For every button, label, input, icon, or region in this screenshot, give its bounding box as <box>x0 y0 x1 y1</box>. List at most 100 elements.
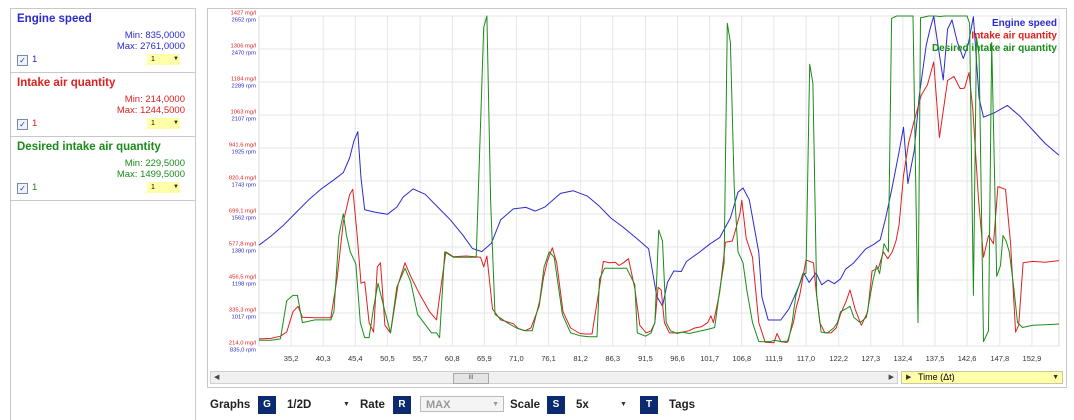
y-tick-label-rpm: 2470 rpm <box>232 51 257 57</box>
x-tick-label: 152,9 <box>1023 354 1042 363</box>
scale-value[interactable]: 5x <box>576 399 589 411</box>
y-tick-label-mg: 214,0 mg/l <box>229 341 256 347</box>
signal-version: 1 <box>32 54 38 65</box>
y-tick-label-mg: 820,4 mg/l <box>229 176 256 182</box>
signal-visible-checkbox[interactable]: ✓ <box>17 183 28 194</box>
signal-axis-select[interactable]: 1 ▼ <box>147 54 180 65</box>
series-line-2 <box>259 15 1060 343</box>
y-tick-label-mg: 456,5 mg/l <box>229 275 256 281</box>
y-tick-label-rpm: 835,0 rpm <box>230 348 256 354</box>
x-axis-labels: 35,2 40,3 45,4 50,5 55,7 60,8 65,9 71,0 76,1 81,2… <box>284 354 1042 363</box>
signal-axis-select[interactable]: 1 ▼ <box>147 182 180 193</box>
x-tick-label: 122,2 <box>829 354 848 363</box>
x-tick-label: 117,0 <box>797 354 815 363</box>
x-tick-label: 142,6 <box>958 354 977 363</box>
x-tick-label: 81,2 <box>573 354 588 363</box>
y-tick-label-mg: 1306 mg/l <box>231 44 256 50</box>
x-tick-label: 96,6 <box>670 354 685 363</box>
x-tick-label: 60,8 <box>445 354 460 363</box>
x-tick-label: 127,3 <box>861 354 880 363</box>
signal-version: 1 <box>32 118 38 129</box>
signal-name: Desired intake air quantity <box>17 141 161 153</box>
x-tick-label: 106,8 <box>732 354 751 363</box>
bottom-toolbar: Graphs G 1/2D ▼ Rate R MAX ▼ Scale S 5x ▼… <box>210 395 1070 415</box>
signal-axis-select[interactable]: 1 ▼ <box>147 118 180 129</box>
signal-visible-checkbox[interactable]: ✓ <box>17 119 28 130</box>
signal-version: 1 <box>32 182 38 193</box>
signal-min: Min: 229,5000 <box>124 158 185 169</box>
rate-key-button[interactable]: R <box>393 396 411 414</box>
y-tick-label-rpm: 2289 rpm <box>232 84 257 90</box>
chevron-down-icon: ▼ <box>492 401 499 408</box>
signal-entry-engine-speed: Engine speed Min: 835,0000 Max: 2761,000… <box>11 9 195 73</box>
chevron-down-icon[interactable]: ▼ <box>620 401 627 408</box>
signal-name: Intake air quantity <box>17 77 116 89</box>
x-tick-label: 147,8 <box>990 354 1009 363</box>
y-tick-label-rpm: 1743 rpm <box>232 183 257 189</box>
signal-min: Min: 835,0000 <box>124 30 185 41</box>
scrollbar-thumb[interactable]: III <box>453 373 489 384</box>
signal-max: Max: 2761,0000 <box>116 41 185 52</box>
graphs-label: Graphs <box>210 399 251 411</box>
signal-axis-value: 1 <box>151 184 155 191</box>
y-tick-label-rpm: 2652 rpm <box>232 18 257 24</box>
x-tick-label: 91,5 <box>638 354 653 363</box>
tags-label[interactable]: Tags <box>669 399 695 411</box>
y-tick-label-mg: 1427 mg/l <box>231 11 256 17</box>
horizontal-scrollbar[interactable]: ◀ III ▶ <box>210 371 898 384</box>
legend-entry: Desired intake air quantity <box>932 43 1057 54</box>
y-tick-label-mg: 1184 mg/l <box>231 77 256 83</box>
rate-value: MAX <box>426 399 451 411</box>
x-tick-label: 137,5 <box>926 354 945 363</box>
signal-list-panel: Engine speed Min: 835,0000 Max: 2761,000… <box>10 8 196 420</box>
chevron-down-icon: ▼ <box>173 56 179 62</box>
y-tick-label-rpm: 1925 rpm <box>232 150 257 156</box>
y-tick-label-rpm: 2107 rpm <box>232 117 257 123</box>
scale-key-button[interactable]: S <box>547 396 565 414</box>
x-axis-selector[interactable]: ▶ Time (Δt) ▼ <box>901 371 1063 384</box>
tags-key-button[interactable]: T <box>640 396 658 414</box>
y-tick-label-rpm: 1380 rpm <box>232 249 257 255</box>
legend-entry: Engine speed <box>992 18 1057 29</box>
series-line-0 <box>258 15 1060 321</box>
chart-frame: 1427 mg/l 2652 rpm 1306 mg/l 2470 rpm 1184 m… <box>207 8 1067 388</box>
chevron-down-icon: ▼ <box>1052 374 1059 381</box>
triangle-right-icon: ▶ <box>906 374 912 381</box>
signal-name: Engine speed <box>17 13 92 25</box>
scroll-left-icon[interactable]: ◀ <box>214 374 220 381</box>
chevron-down-icon: ▼ <box>173 184 179 190</box>
signal-axis-value: 1 <box>151 120 155 127</box>
graphs-key-button[interactable]: G <box>258 396 276 414</box>
x-tick-label: 50,5 <box>380 354 395 363</box>
chevron-down-icon[interactable]: ▼ <box>343 401 350 408</box>
x-tick-label: 65,9 <box>477 354 492 363</box>
signal-entry-desired-intake-air: Desired intake air quantity Min: 229,500… <box>11 137 195 201</box>
x-tick-label: 111,9 <box>765 354 783 363</box>
x-tick-label: 71,0 <box>509 354 524 363</box>
legend-entry: Intake air quantity <box>971 31 1057 42</box>
signal-visible-checkbox[interactable]: ✓ <box>17 55 28 66</box>
x-tick-label: 86,3 <box>605 354 620 363</box>
x-tick-label: 55,7 <box>413 354 428 363</box>
rate-select[interactable]: MAX ▼ <box>420 396 504 412</box>
x-tick-label: 45,4 <box>348 354 363 363</box>
signal-min: Min: 214,0000 <box>124 94 185 105</box>
scroll-right-icon[interactable]: ▶ <box>888 374 894 381</box>
signal-entry-intake-air: Intake air quantity Min: 214,0000 Max: 1… <box>11 73 195 137</box>
x-tick-label: 132,4 <box>894 354 913 363</box>
y-tick-label-mg: 941,6 mg/l <box>229 143 256 149</box>
y-tick-label-mg: 1063 mg/l <box>231 110 256 116</box>
x-tick-label: 76,1 <box>541 354 556 363</box>
y-tick-label-rpm: 1017 rpm <box>232 315 257 321</box>
rate-label: Rate <box>360 399 385 411</box>
x-tick-label: 40,3 <box>316 354 331 363</box>
y-tick-label-mg: 577,8 mg/l <box>229 242 256 248</box>
graphs-value[interactable]: 1/2D <box>287 399 312 411</box>
signal-max: Max: 1499,5000 <box>116 169 185 180</box>
y-tick-label-mg: 699,1 mg/l <box>229 209 256 215</box>
signal-max: Max: 1244,5000 <box>116 105 185 116</box>
chart-series <box>258 15 1060 344</box>
